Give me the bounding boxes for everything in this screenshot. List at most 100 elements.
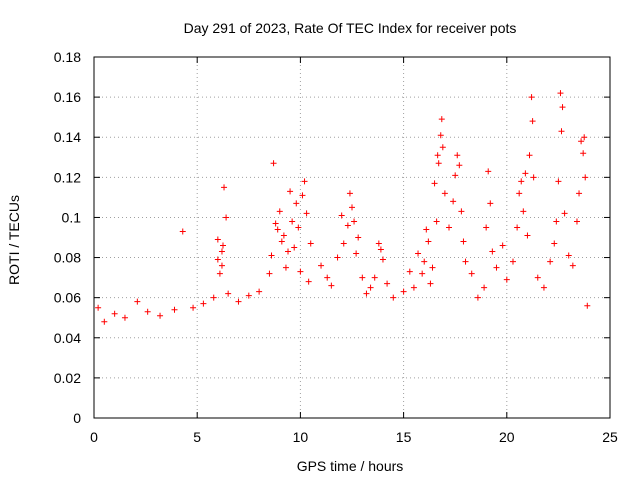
data-point	[344, 222, 351, 229]
y-tick-label: 0.1	[62, 209, 82, 225]
y-tick-label: 0.08	[54, 250, 81, 266]
data-point	[578, 138, 585, 145]
data-point	[210, 294, 217, 301]
data-point	[216, 270, 223, 277]
data-point	[516, 190, 523, 197]
data-point	[437, 132, 444, 139]
data-point	[462, 258, 469, 265]
data-point	[221, 184, 228, 191]
data-point	[256, 288, 263, 295]
data-point	[400, 288, 407, 295]
data-point	[179, 228, 186, 235]
data-point	[434, 152, 441, 159]
data-point	[458, 208, 465, 215]
data-point	[303, 210, 310, 217]
data-point	[452, 172, 459, 179]
data-point	[280, 232, 287, 239]
x-tick-label: 5	[193, 429, 201, 445]
data-point	[214, 236, 221, 243]
data-point	[274, 226, 281, 233]
data-point	[144, 308, 151, 315]
data-point	[565, 252, 572, 259]
data-point	[499, 242, 506, 249]
data-point	[363, 290, 370, 297]
data-point	[431, 180, 438, 187]
data-point	[557, 90, 564, 97]
data-point	[493, 264, 500, 271]
data-point	[559, 104, 566, 111]
data-point	[301, 178, 308, 185]
data-point	[573, 218, 580, 225]
data-point	[334, 254, 341, 261]
data-point	[318, 262, 325, 269]
data-point	[483, 224, 490, 231]
y-axis-label: ROTI / TECUs	[6, 195, 22, 285]
data-point	[282, 264, 289, 271]
data-point	[324, 274, 331, 281]
data-point	[367, 284, 374, 291]
data-point	[526, 152, 533, 159]
data-point	[438, 116, 445, 123]
data-point	[289, 218, 296, 225]
data-point	[456, 162, 463, 169]
data-point	[561, 210, 568, 217]
data-point	[520, 208, 527, 215]
data-point	[270, 160, 277, 167]
data-point	[349, 204, 355, 211]
data-point	[171, 306, 178, 313]
data-point	[419, 270, 426, 277]
y-tick-label: 0.02	[54, 370, 81, 386]
data-point	[307, 240, 314, 247]
data-point	[235, 298, 242, 305]
data-point	[528, 94, 535, 101]
data-point	[276, 208, 283, 215]
y-tick-label: 0.14	[54, 129, 81, 145]
data-point	[375, 240, 382, 247]
data-point	[379, 256, 386, 263]
x-tick-label: 15	[396, 429, 412, 445]
data-point	[433, 218, 440, 225]
y-tick-label: 0.18	[54, 49, 81, 65]
data-point	[225, 290, 232, 297]
data-point	[266, 270, 273, 277]
data-point	[214, 256, 221, 263]
data-point	[581, 134, 588, 141]
data-point	[421, 258, 428, 265]
data-point	[111, 310, 118, 317]
data-point	[268, 252, 275, 259]
data-point	[218, 248, 225, 255]
data-point	[305, 278, 312, 285]
data-point	[460, 238, 467, 245]
data-point	[384, 280, 391, 287]
data-point	[435, 160, 442, 167]
data-point	[377, 246, 384, 253]
data-point	[446, 224, 453, 231]
data-point	[569, 262, 576, 269]
data-point	[371, 274, 378, 281]
y-tick-label: 0.16	[54, 89, 81, 105]
data-point	[474, 294, 481, 301]
x-tick-label: 20	[499, 429, 515, 445]
x-tick-label: 25	[602, 429, 618, 445]
data-point	[291, 244, 298, 251]
data-point	[580, 150, 587, 157]
data-points	[95, 90, 591, 325]
data-point	[509, 258, 516, 265]
data-point	[415, 250, 422, 257]
data-point	[553, 218, 560, 225]
data-point	[487, 200, 494, 207]
data-point	[272, 220, 279, 227]
data-point	[514, 224, 521, 231]
data-point	[547, 258, 554, 265]
data-point	[157, 312, 164, 319]
data-point	[429, 264, 436, 271]
data-point	[485, 168, 492, 175]
axis-ticks: 0 5 10 15 20 25 0 0.02 0.04 0.06 0.08 0.1 0.12 0.14 0.…	[54, 49, 618, 445]
data-point	[410, 284, 417, 291]
y-tick-label: 0.12	[54, 169, 81, 185]
data-point	[297, 268, 304, 275]
data-point	[582, 174, 589, 181]
data-point	[441, 190, 448, 197]
data-point	[134, 298, 141, 305]
